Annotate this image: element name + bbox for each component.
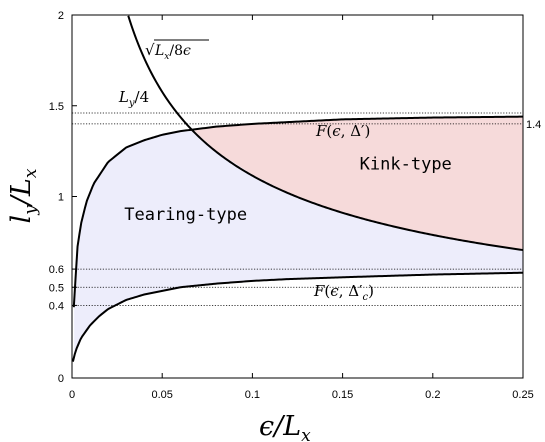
x-axis-title: ϵ/Lx <box>259 411 311 442</box>
f-delta-curve <box>72 115 524 308</box>
y-tick-label: 1.5 <box>49 101 64 113</box>
x-tick-label: 0.1 <box>245 389 260 401</box>
y-tick-label: 1 <box>58 192 64 204</box>
reference-lines <box>72 112 523 306</box>
ticks: 0 0.05 0.1 0.15 0.2 0.25 0 0.4 0.5 0.6 1 1.5 2 1.4 <box>49 10 542 401</box>
x-tick-label: 0.05 <box>151 389 172 401</box>
curves <box>71 15 524 362</box>
x-tick-label: 0.25 <box>512 389 533 401</box>
f-delta-c-curve <box>71 271 524 362</box>
sqrt-curve-annotation: √ Lx/8ϵ <box>145 39 209 62</box>
y-axis-title: ly/Lx <box>6 168 41 223</box>
ly-over-4-annotation: Ly/4 <box>118 88 149 109</box>
y-tick-label: 0.6 <box>49 264 64 276</box>
x-tick-label: 0.2 <box>425 389 440 401</box>
x-tick-label: 0 <box>69 389 75 401</box>
right-tick-label: 1.4 <box>526 119 541 131</box>
x-tick-label: 0.15 <box>332 389 353 401</box>
y-tick-label: 2 <box>58 10 64 22</box>
sqrt-curve <box>127 15 524 252</box>
y-tick-label: 0.4 <box>49 300 64 312</box>
tearing-region <box>74 129 524 357</box>
tearing-type-label: Tearing-type <box>124 205 247 225</box>
f-delta-annotation: F(ϵ, Δ′) <box>315 122 370 140</box>
y-tick-label: 0 <box>58 373 64 385</box>
svg-text:Lx/8ϵ: Lx/8ϵ <box>154 43 191 62</box>
f-delta-c-annotation: F(ϵ, Δ′c) <box>313 282 374 303</box>
svg-text:√: √ <box>145 41 155 59</box>
plot-area: 0 0.05 0.1 0.15 0.2 0.25 0 0.4 0.5 0.6 1 1.5 2 1.4 <box>49 10 542 401</box>
y-tick-label: 0.5 <box>49 282 64 294</box>
kink-region <box>194 116 523 250</box>
kink-type-label: Kink-type <box>360 154 452 174</box>
